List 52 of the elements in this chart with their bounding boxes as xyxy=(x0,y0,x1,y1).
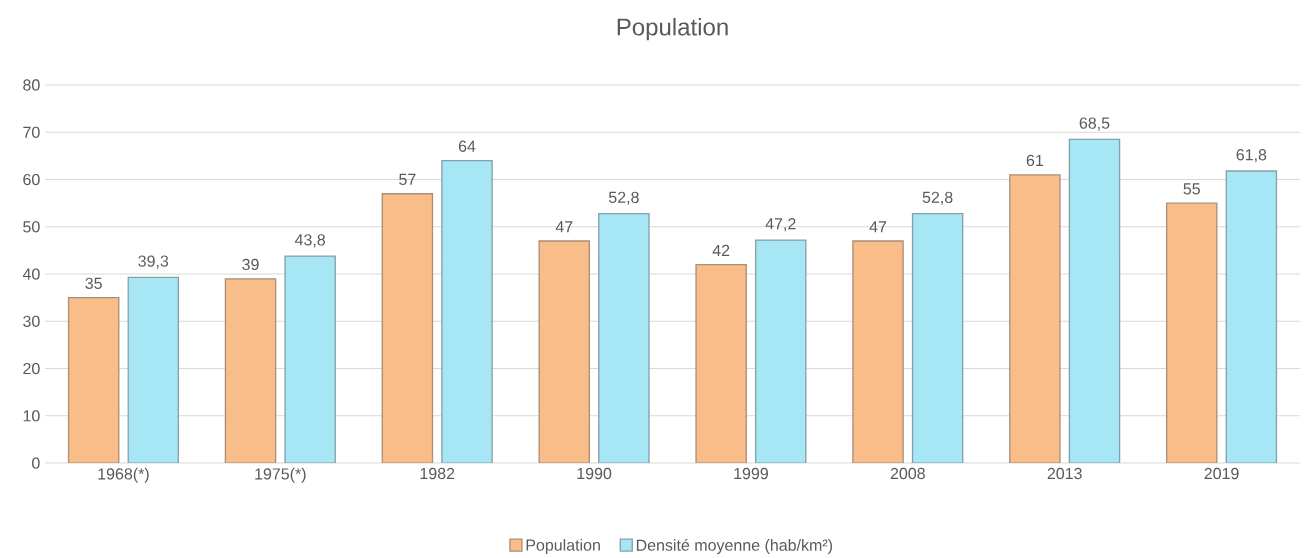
x-tick-label: 2019 xyxy=(1204,467,1239,480)
legend-label: Population xyxy=(526,538,600,554)
legend-label: Densité moyenne (hab/km²) xyxy=(636,538,833,554)
x-tick-label: 1982 xyxy=(420,467,455,480)
bar xyxy=(441,159,493,464)
bar xyxy=(538,240,591,464)
y-tick-label: 30 xyxy=(23,315,40,327)
data-label: 42 xyxy=(712,244,730,256)
data-label: 39 xyxy=(242,258,259,271)
x-tick-label: 1999 xyxy=(734,467,768,480)
data-label: 61 xyxy=(1026,154,1043,167)
y-tick-label: 40 xyxy=(22,268,40,280)
data-label: 68,5 xyxy=(1079,117,1110,131)
bar xyxy=(381,193,434,464)
y-tick-label: 50 xyxy=(23,221,40,233)
x-tick-label: 2013 xyxy=(1047,467,1082,480)
data-label: 43,8 xyxy=(294,234,325,248)
data-label: 47,2 xyxy=(765,218,796,232)
y-tick-label: 60 xyxy=(23,173,40,186)
bar xyxy=(67,296,120,464)
data-label: 52,8 xyxy=(922,191,953,205)
data-label: 52,8 xyxy=(608,191,639,205)
bar xyxy=(695,263,747,464)
data-label: 57 xyxy=(399,173,416,185)
data-label: 39,3 xyxy=(138,255,169,269)
y-tick-label: 0 xyxy=(32,457,40,469)
bar xyxy=(911,212,964,464)
x-tick-label: 1975(*) xyxy=(255,467,306,483)
data-label: 47 xyxy=(555,221,573,233)
chart-title: Population xyxy=(617,17,728,41)
y-tick-label: 70 xyxy=(23,126,40,138)
data-label: 35 xyxy=(85,277,102,289)
bar xyxy=(1068,138,1121,464)
bar xyxy=(224,278,277,464)
x-tick-label: 2008 xyxy=(890,467,925,480)
data-label: 47 xyxy=(869,221,887,233)
data-label: 55 xyxy=(1183,183,1200,195)
bar xyxy=(284,255,336,464)
bar xyxy=(127,276,180,464)
x-tick-label: 1968(*) xyxy=(98,467,149,483)
y-tick-label: 80 xyxy=(23,79,40,91)
bar xyxy=(1165,202,1218,464)
bar xyxy=(852,240,904,464)
data-label: 61,8 xyxy=(1236,149,1267,163)
bar xyxy=(598,212,650,464)
x-tick-label: 1990 xyxy=(577,467,612,480)
y-tick-label: 20 xyxy=(23,362,40,375)
bar xyxy=(754,239,807,464)
y-tick-label: 10 xyxy=(23,410,40,422)
bar xyxy=(1009,174,1061,464)
data-label: 64 xyxy=(458,140,476,152)
bar xyxy=(1225,170,1278,464)
